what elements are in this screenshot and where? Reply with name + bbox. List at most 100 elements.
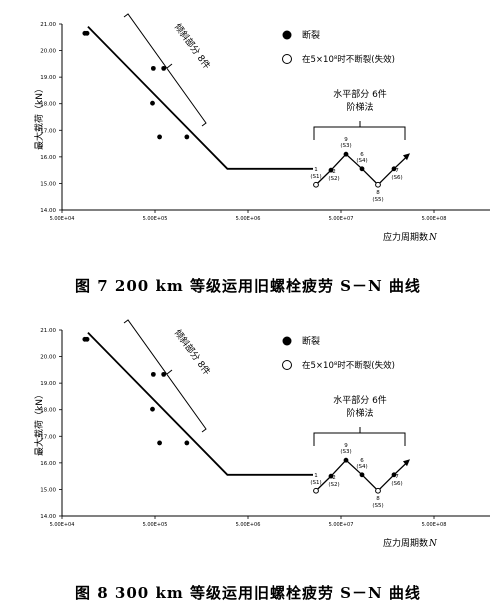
staircase-fracture-point xyxy=(343,457,349,463)
y-tick-label: 16.00 xyxy=(40,155,56,161)
fracture-point xyxy=(84,336,90,342)
sn-curve-line xyxy=(87,26,314,170)
staircase-sample-label: (S3) xyxy=(340,449,351,455)
figure-7: 14.00 15.00 16.00 17.00 18.00 19.00 20.00 21.00… xyxy=(33,13,490,295)
horizontal-bracket xyxy=(313,126,406,140)
staircase-order-label: 6 xyxy=(360,458,364,464)
fracture-point xyxy=(157,134,162,140)
y-tick-label: 18.00 xyxy=(40,408,56,414)
staircase-order-label: 7 xyxy=(395,474,399,480)
x-axis-label: 应力周期数 xyxy=(383,537,428,549)
staircase-order-label: 1 xyxy=(314,167,318,173)
x-tick-label: 5.00E+08 xyxy=(422,216,447,222)
legend-runout-marker xyxy=(282,54,292,64)
sn-chart-figure-7: 14.00 15.00 16.00 17.00 18.00 19.00 20.00 21.00… xyxy=(33,13,490,243)
x-tick-label: 5.00E+04 xyxy=(50,522,75,528)
staircase-sample-label: (S1) xyxy=(310,480,321,486)
sloped-bracket xyxy=(123,319,207,433)
fracture-point xyxy=(84,30,90,36)
horizontal-bracket xyxy=(313,432,406,446)
sn-chart-figure-8: 14.00 15.00 16.00 17.00 18.00 19.00 20.00 21.00… xyxy=(33,319,490,549)
staircase-sample-label: (S1) xyxy=(310,174,321,180)
staircase-runout-point xyxy=(313,181,319,188)
x-tick-label: 5.00E+04 xyxy=(50,216,75,222)
y-axis-label: 最大载荷（kN） xyxy=(33,84,45,150)
y-tick-label: 18.00 xyxy=(40,102,56,108)
sloped-bracket-tip xyxy=(166,369,173,375)
y-tick-label: 14.00 xyxy=(40,208,56,214)
staircase-sample-label: (S6) xyxy=(391,175,402,181)
legend-fracture-marker xyxy=(282,30,292,40)
staircase-order-label: 9 xyxy=(344,443,348,449)
figure-caption: 图 7 200 km 等级运用旧螺栓疲劳 S－N 曲线 xyxy=(75,277,421,295)
staircase-order-label: 7 xyxy=(395,168,399,174)
staircase-runout-point xyxy=(313,487,319,494)
staircase-arrowhead xyxy=(403,153,410,161)
staircase-sample-label: (S4) xyxy=(356,158,367,164)
staircase-fracture-point xyxy=(391,166,397,172)
fracture-point xyxy=(150,100,155,106)
figure-8: 14.00 15.00 16.00 17.00 18.00 19.00 20.00 21.00… xyxy=(0,306,496,604)
sn-curve-line xyxy=(87,332,314,476)
y-tick-label: 19.00 xyxy=(40,75,56,81)
staircase-fracture-point xyxy=(343,151,349,157)
staircase-order-label: 8 xyxy=(376,496,380,502)
x-axis-label: 应力周期数 xyxy=(383,231,428,243)
x-tick-label: 5.00E+06 xyxy=(236,216,261,222)
sloped-portion-label: 倾斜部分 8件 xyxy=(172,21,213,71)
x-tick-label: 5.00E+07 xyxy=(329,522,354,528)
staircase-fracture-point xyxy=(328,167,334,173)
y-tick-label: 21.00 xyxy=(40,22,56,28)
x-axis-variable: N xyxy=(428,233,438,243)
x-tick-label: 5.00E+07 xyxy=(329,216,354,222)
staircase-sample-label: (S5) xyxy=(372,197,383,203)
horizontal-portion-label: 水平部分 6件 xyxy=(333,88,387,100)
staircase-fracture-point xyxy=(391,472,397,478)
staircase-order-label: 9 xyxy=(344,137,348,143)
sloped-bracket-tip xyxy=(166,63,173,69)
staircase-fracture-point xyxy=(328,473,334,479)
fracture-point xyxy=(157,440,162,446)
fracture-point xyxy=(184,440,190,446)
legend-fracture-label: 断裂 xyxy=(302,335,320,347)
staircase-sample-label: (S2) xyxy=(328,176,339,182)
staircase-sample-label: (S6) xyxy=(391,481,402,487)
figure-caption: 图 8 300 km 等级运用旧螺栓疲劳 S－N 曲线 xyxy=(75,584,421,602)
y-axis-label: 最大载荷（kN） xyxy=(33,390,45,456)
staircase-order-label: 6 xyxy=(360,152,364,158)
legend-fracture-marker xyxy=(282,336,292,346)
staircase-method-label: 阶梯法 xyxy=(346,101,373,113)
staircase-fracture-point xyxy=(359,472,365,478)
staircase-method-label: 阶梯法 xyxy=(346,407,373,419)
y-tick-label: 20.00 xyxy=(40,49,56,55)
y-tick-label: 17.00 xyxy=(40,434,56,440)
fracture-point xyxy=(184,134,190,140)
sloped-bracket xyxy=(123,13,207,127)
y-tick-label: 15.00 xyxy=(40,487,56,493)
y-tick-label: 14.00 xyxy=(40,514,56,520)
staircase-sample-label: (S5) xyxy=(372,503,383,509)
staircase-fracture-point xyxy=(359,166,365,172)
staircase-order-label: 2 xyxy=(332,475,336,481)
y-tick-label: 19.00 xyxy=(40,381,56,387)
staircase-runout-point xyxy=(375,181,381,188)
x-axis-variable: N xyxy=(428,539,438,549)
legend-runout-label: 在5×10⁸时不断裂(失效) xyxy=(302,54,395,65)
fracture-point xyxy=(161,371,167,377)
x-tick-label: 5.00E+05 xyxy=(143,216,168,222)
x-tick-label: 5.00E+06 xyxy=(236,522,261,528)
legend-runout-label: 在5×10⁸时不断裂(失效) xyxy=(302,360,395,371)
y-tick-label: 17.00 xyxy=(40,128,56,134)
staircase-order-label: 8 xyxy=(376,190,380,196)
y-tick-label: 21.00 xyxy=(40,328,56,334)
y-tick-label: 15.00 xyxy=(40,181,56,187)
fracture-point xyxy=(150,65,156,71)
sloped-portion-label: 倾斜部分 8件 xyxy=(172,327,213,377)
staircase-runout-point xyxy=(375,487,381,494)
fracture-point xyxy=(161,65,167,71)
staircase-order-label: 2 xyxy=(332,169,336,175)
staircase-sample-label: (S4) xyxy=(356,464,367,470)
horizontal-portion-label: 水平部分 6件 xyxy=(333,394,387,406)
staircase-order-label: 1 xyxy=(314,473,318,479)
legend-fracture-label: 断裂 xyxy=(302,29,320,41)
